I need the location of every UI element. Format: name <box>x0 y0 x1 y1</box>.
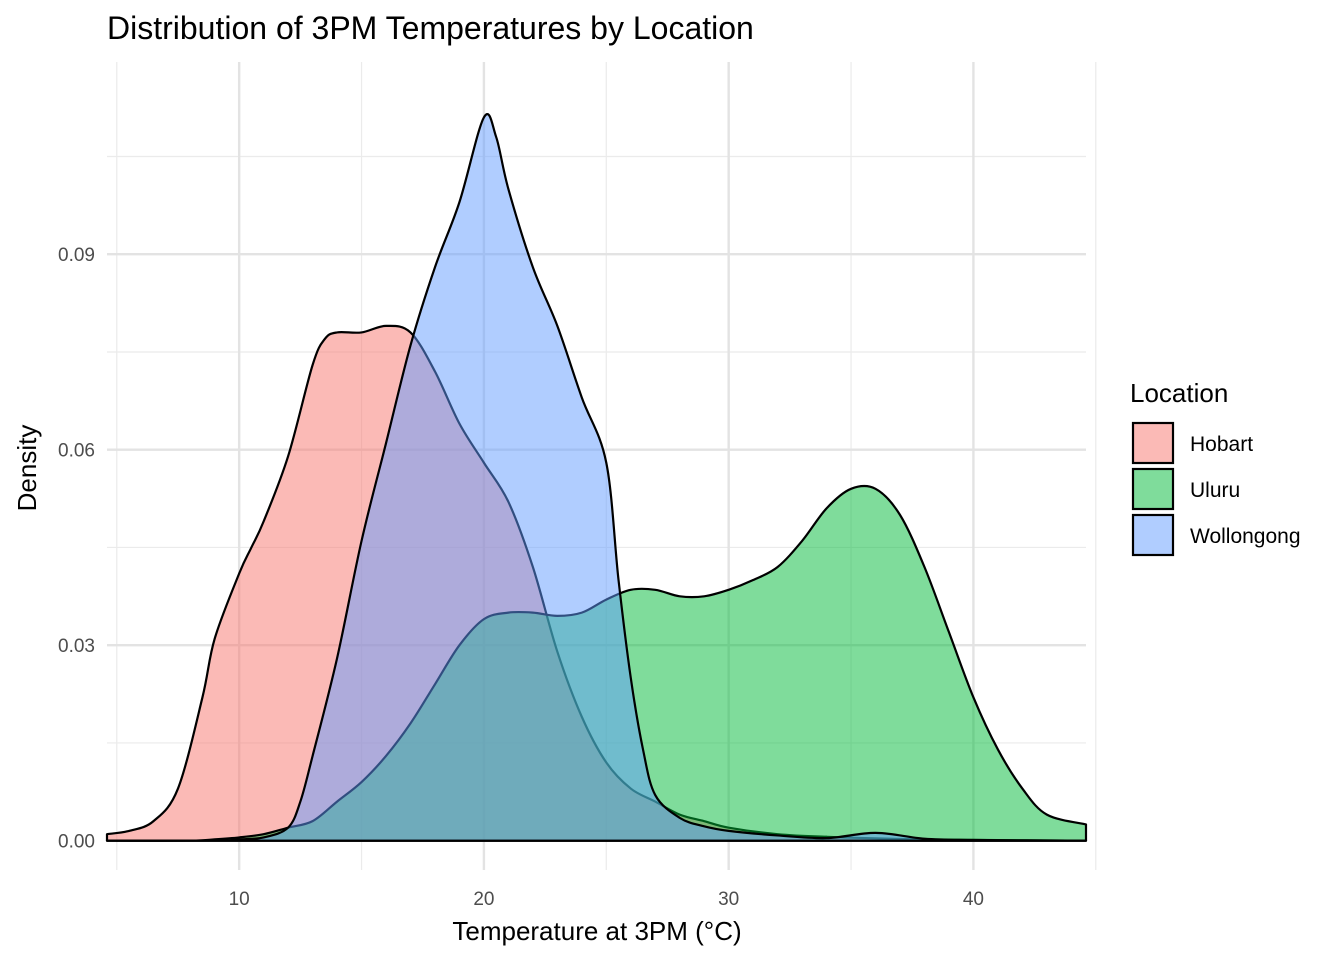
legend-label-hobart: Hobart <box>1190 433 1253 456</box>
y-tick-labels: 0.00 0.03 0.06 0.09 <box>58 245 95 852</box>
y-tick-label: 0.00 <box>58 832 95 853</box>
legend-label-wollongong: Wollongong <box>1190 525 1301 548</box>
legend-swatch-uluru <box>1131 467 1175 511</box>
y-axis-title: Density <box>12 425 42 512</box>
y-tick-label: 0.03 <box>58 636 95 657</box>
legend-title: Location <box>1130 378 1228 408</box>
x-tick-label: 40 <box>963 889 984 910</box>
y-tick-label: 0.06 <box>58 441 95 462</box>
chart-title: Distribution of 3PM Temperatures by Loca… <box>107 10 754 46</box>
legend-label-uluru: Uluru <box>1190 479 1240 502</box>
legend: Hobart Uluru Wollongong <box>1131 421 1301 557</box>
x-tick-label: 20 <box>473 889 494 910</box>
density-area-wollongong <box>105 113 1088 842</box>
legend-swatch-wollongong <box>1131 513 1175 557</box>
x-tick-label: 30 <box>718 889 739 910</box>
legend-swatch-hobart <box>1131 421 1175 465</box>
x-tick-label: 10 <box>229 889 250 910</box>
density-areas <box>105 113 1088 842</box>
x-tick-labels: 10 20 30 40 <box>229 889 984 910</box>
x-axis-title: Temperature at 3PM (°C) <box>452 916 741 946</box>
y-tick-label: 0.09 <box>58 245 95 266</box>
